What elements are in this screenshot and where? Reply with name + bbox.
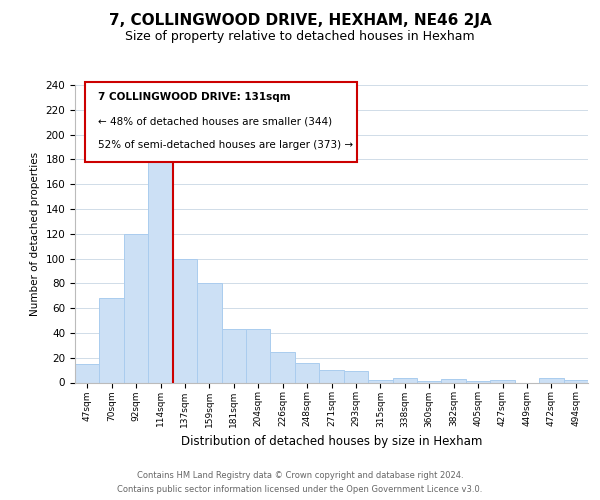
- Bar: [319, 370, 344, 382]
- Bar: [344, 372, 368, 382]
- Bar: [368, 380, 392, 382]
- FancyBboxPatch shape: [85, 82, 357, 162]
- Bar: [563, 380, 588, 382]
- Bar: [148, 144, 173, 382]
- Text: Size of property relative to detached houses in Hexham: Size of property relative to detached ho…: [125, 30, 475, 43]
- Text: Contains HM Land Registry data © Crown copyright and database right 2024.: Contains HM Land Registry data © Crown c…: [137, 471, 463, 480]
- Bar: [490, 380, 515, 382]
- Bar: [295, 362, 319, 382]
- Bar: [124, 234, 148, 382]
- Bar: [75, 364, 100, 382]
- Text: 7 COLLINGWOOD DRIVE: 131sqm: 7 COLLINGWOOD DRIVE: 131sqm: [98, 92, 291, 102]
- Bar: [197, 284, 221, 382]
- Bar: [539, 378, 563, 382]
- Text: ← 48% of detached houses are smaller (344): ← 48% of detached houses are smaller (34…: [98, 116, 332, 126]
- Bar: [442, 379, 466, 382]
- X-axis label: Distribution of detached houses by size in Hexham: Distribution of detached houses by size …: [181, 435, 482, 448]
- Bar: [221, 329, 246, 382]
- Text: Contains public sector information licensed under the Open Government Licence v3: Contains public sector information licen…: [118, 485, 482, 494]
- Bar: [392, 378, 417, 382]
- Bar: [246, 329, 271, 382]
- Text: 52% of semi-detached houses are larger (373) →: 52% of semi-detached houses are larger (…: [98, 140, 353, 150]
- Bar: [100, 298, 124, 382]
- Bar: [271, 352, 295, 382]
- Text: 7, COLLINGWOOD DRIVE, HEXHAM, NE46 2JA: 7, COLLINGWOOD DRIVE, HEXHAM, NE46 2JA: [109, 12, 491, 28]
- Y-axis label: Number of detached properties: Number of detached properties: [30, 152, 40, 316]
- Bar: [173, 258, 197, 382]
